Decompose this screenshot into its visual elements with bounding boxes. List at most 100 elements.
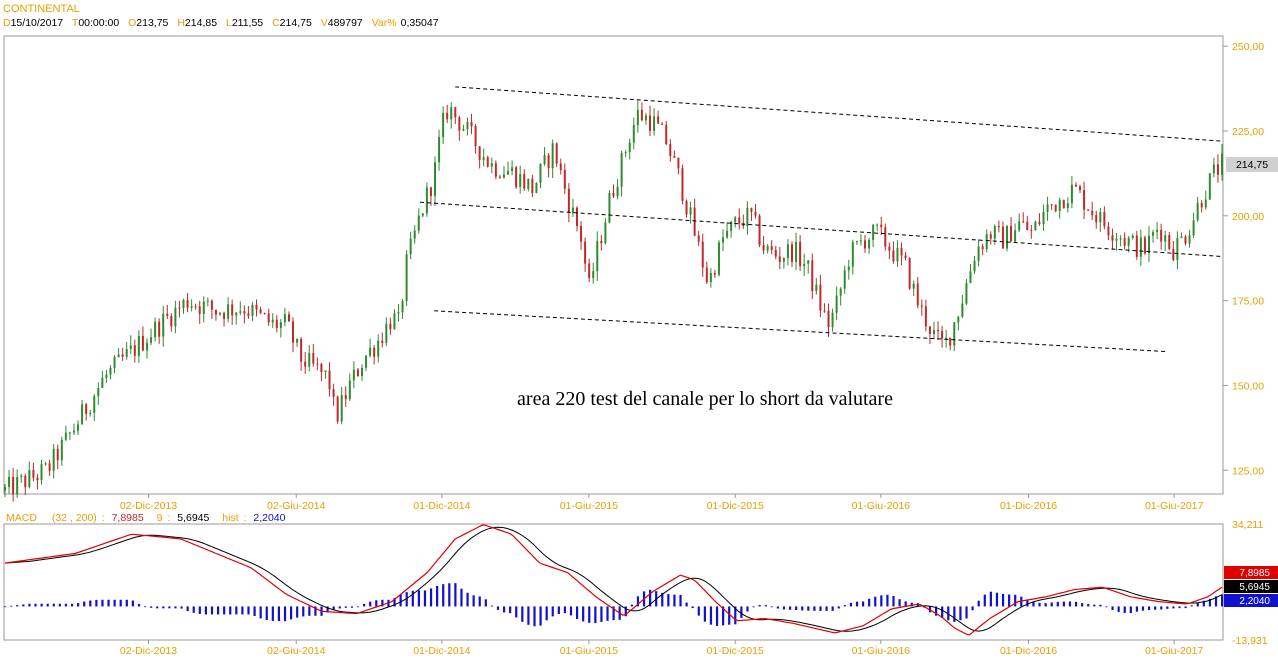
macd-x-tick-label: 02-Giu-2014 (267, 645, 326, 657)
open-value: 213,75 (136, 17, 168, 29)
candle-body (154, 321, 157, 338)
candle-body (1127, 237, 1130, 246)
macd-hist-bar (569, 606, 573, 616)
price-x-tick-label: 01-Giu-2015 (560, 500, 619, 512)
candle-body (64, 432, 67, 440)
macd-hist-bar (612, 606, 615, 621)
candle-body (85, 404, 88, 414)
macd-hist-bar (369, 601, 372, 607)
candle-body (945, 337, 948, 339)
candle-body (486, 157, 489, 167)
last-price-bg (1226, 157, 1278, 172)
macd-hist-bar (1117, 606, 1120, 612)
candle-body (1070, 184, 1073, 204)
candle-body (24, 475, 27, 488)
candle-body (1026, 221, 1029, 231)
macd-hist-bar (174, 606, 177, 609)
candle-body (93, 396, 96, 413)
candle-body (133, 345, 136, 356)
macd-hist-bar (1026, 599, 1029, 607)
macd-hist-bar (855, 601, 859, 607)
date-key: D (3, 17, 11, 29)
time-value: 00:00:00 (78, 17, 119, 29)
macd-hist-bar (813, 606, 816, 611)
candle-body (239, 311, 242, 313)
candle-body (1176, 238, 1179, 261)
candle-body (1180, 236, 1183, 239)
macd-x-tick-label: 01-Giu-2016 (852, 645, 911, 657)
macd-hist-bar (1093, 604, 1096, 607)
time-key: T (72, 17, 79, 29)
macd-hist-bar (101, 599, 104, 607)
candle-body (214, 309, 217, 315)
candle-body (819, 284, 822, 311)
macd-hist-bar (722, 606, 725, 626)
candle-body (287, 314, 290, 322)
candle-body (884, 227, 887, 247)
price-x-tick-label: 01-Giu-2017 (1145, 500, 1204, 512)
candle-body (1010, 225, 1013, 242)
macd-hist-bar (971, 606, 974, 611)
candle-body (864, 240, 867, 249)
macd-hist-bar (728, 606, 731, 625)
candle-body (12, 476, 15, 495)
macd-hist-bar (624, 606, 627, 617)
var-key: Var% (372, 17, 397, 29)
macd-hist-bar (137, 603, 141, 607)
candle-body (839, 288, 842, 296)
symbol-title: CONTINENTAL (3, 3, 80, 15)
macd-hist-bar (314, 606, 317, 616)
candle-body (438, 137, 441, 163)
macd-hist-bar (740, 606, 743, 618)
candle-body (174, 307, 177, 327)
candle-body (1196, 202, 1199, 221)
macd-hist-bar (764, 605, 767, 607)
macd-hist-bar (283, 606, 287, 622)
candle-body (989, 234, 992, 239)
macd-hist-bar (1123, 606, 1126, 613)
macd-hist-bar (405, 592, 408, 607)
candle-body (450, 107, 453, 120)
candle-body (636, 109, 639, 126)
candle-body (620, 152, 623, 187)
candle-body (1123, 238, 1126, 246)
candle-body (4, 486, 6, 491)
candle-body (251, 304, 254, 316)
macd-hist-bar (691, 606, 694, 609)
price-x-axis: 02-Dic-2013 02-Giu-2014 01-Dic-2014 01-Giu-… (120, 494, 1204, 512)
candle-body (823, 310, 826, 312)
candle-body (1212, 164, 1215, 174)
macd-x-tick-label: 01-Giu-2017 (1145, 645, 1204, 657)
candle-body (843, 270, 846, 289)
candle-body (48, 463, 51, 471)
macd-hist-bar (289, 606, 293, 620)
macd-hist-bar (941, 606, 944, 618)
candle-body (466, 121, 469, 130)
macd-hist-bar (1032, 601, 1035, 607)
candle-body (904, 255, 907, 258)
last-price-value: 214,75 (1236, 159, 1268, 171)
macd-hist-bar (588, 606, 591, 623)
candle-body (717, 242, 720, 275)
candle-body (360, 367, 363, 377)
candle-body (101, 377, 104, 388)
macd-hist-bar (965, 606, 968, 619)
macd-hist-bar (1196, 602, 1199, 607)
macd-hist-bar (1068, 601, 1072, 607)
candle-body (145, 342, 148, 351)
macd-y-tick-label: -13,931 (1232, 635, 1268, 647)
macd-hist-bar (545, 606, 548, 621)
candle-body (559, 163, 562, 170)
channel-line (455, 86, 1223, 142)
candle-body (937, 329, 940, 332)
macd-hist-bar (131, 600, 134, 607)
candle-body (916, 283, 919, 306)
macd-hist-bar (868, 598, 871, 607)
candle-body (754, 211, 757, 216)
candle-body (279, 322, 282, 329)
candle-body (685, 200, 688, 215)
price-candles (4, 100, 1223, 502)
candle-body (543, 155, 546, 164)
candle-body (669, 144, 672, 156)
candle-body (44, 463, 47, 465)
